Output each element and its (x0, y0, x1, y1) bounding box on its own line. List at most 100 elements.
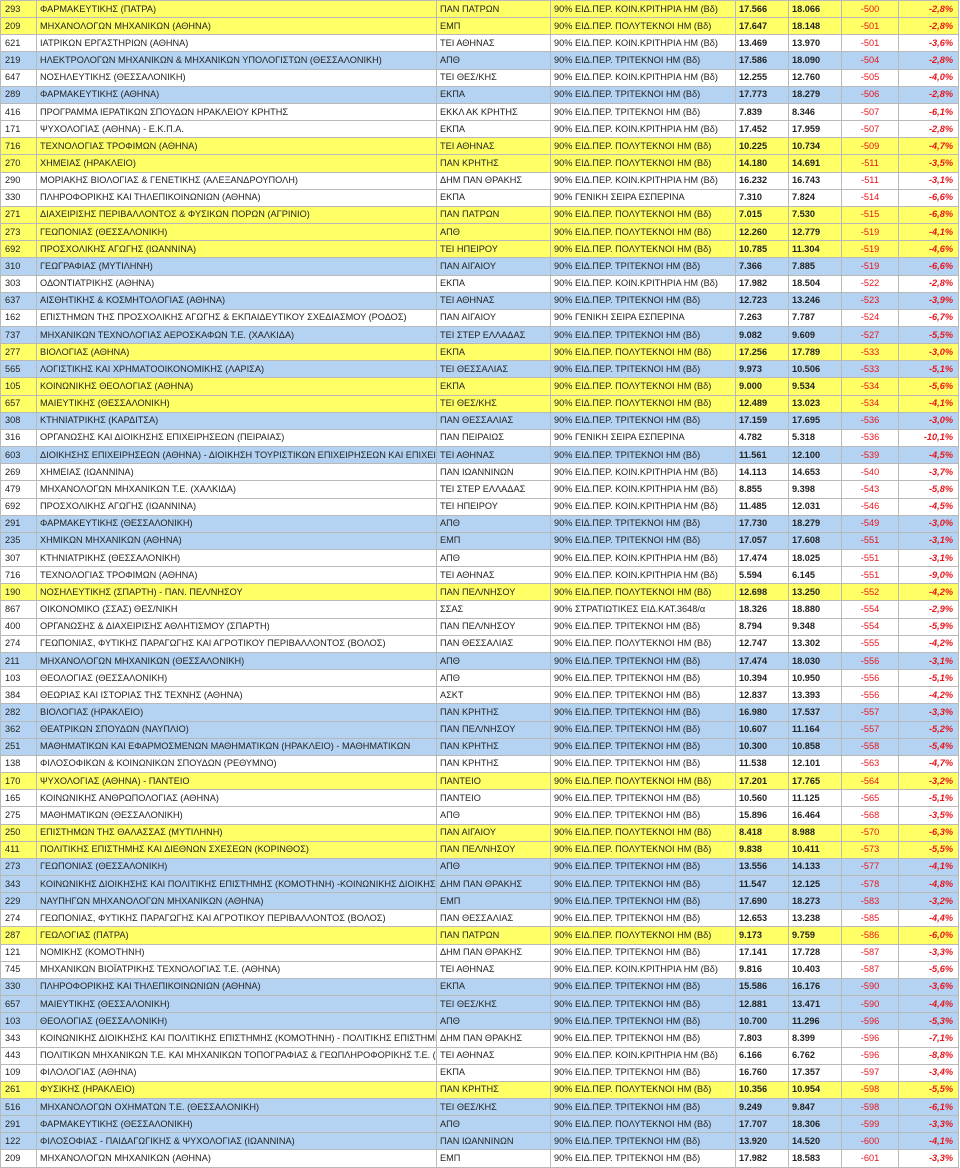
department-name-cell: ΘΕΟΛΟΓΙΑΣ (ΘΕΣΣΑΛΟΝΙΚΗ) (36, 1012, 437, 1031)
base-2015-cell: 11.561 (735, 446, 789, 465)
department-name-cell: ΠΡΟΣΧΟΛΙΚΗΣ ΑΓΩΓΗΣ (ΙΩΑΝΝΙΝΑ) (36, 497, 437, 516)
category-cell: 90% ΕΙΔ.ΠΕΡ. ΠΟΛΥΤΕΚΝΟΙ ΗΜ (Βδ) (550, 223, 736, 242)
difference-cell: -570 (841, 823, 899, 842)
institution-cell: ΠΑΝ ΑΙΓΑΙΟΥ (436, 308, 551, 327)
base-2015-cell: 11.485 (735, 497, 789, 516)
department-name-cell: ΠΛΗΡΟΦΟΡΙΚΗΣ ΚΑΙ ΤΗΛΕΠΙΚΟΙΝΩΝΙΩΝ (ΑΘΗΝΑ) (36, 188, 437, 207)
base-2014-cell: 7.824 (788, 188, 842, 207)
table-row: 165 ΚΟΙΝΩΝΙΚΗΣ ΑΝΘΡΩΠΟΛΟΓΙΑΣ (ΑΘΗΝΑ) ΠΑΝΤΕ… (0, 789, 959, 808)
base-2015-cell: 12.698 (735, 583, 789, 602)
category-cell: 90% ΕΙΔ.ΠΕΡ. ΚΟΙΝ.ΚΡΙΤΗΡΙΑ ΗΜ (Βδ) (550, 463, 736, 482)
base-2014-cell: 14.133 (788, 857, 842, 876)
base-2015-cell: 7.839 (735, 102, 789, 122)
code-cell: 745 (0, 960, 37, 979)
code-cell: 291 (0, 514, 37, 533)
table-row: 565 ΛΟΓΙΣΤΙΚΗΣ ΚΑΙ ΧΡΗΜΑΤΟΟΙΚΟΝΟΜΙΚΗΣ (ΛΑ… (0, 360, 959, 379)
category-cell: 90% ΓΕΝΙΚΗ ΣΕΙΡΑ ΕΣΠΕΡΙΝΑ (550, 308, 736, 327)
base-2014-cell: 11.125 (788, 789, 842, 808)
category-cell: 90% ΕΙΔ.ΠΕΡ. ΤΡΙΤΕΚΝΟΙ ΗΜ (Βδ) (550, 806, 736, 825)
department-name-cell: ΤΕΧΝΟΛΟΓΙΑΣ ΤΡΟΦΙΜΩΝ (ΑΘΗΝΑ) (36, 566, 437, 585)
category-cell: 90% ΕΙΔ.ΠΕΡ. ΚΟΙΝ.ΚΡΙΤΗΡΙΑ ΗΜ (Βδ) (550, 68, 736, 87)
department-name-cell: ΜΑΙΕΥΤΙΚΗΣ (ΘΕΣΣΑΛΟΝΙΚΗ) (36, 995, 437, 1014)
code-cell: 122 (0, 1132, 37, 1151)
base-2015-cell: 6.166 (735, 1046, 789, 1065)
code-cell: 330 (0, 977, 37, 997)
percent-change-cell: -6,1% (898, 1097, 959, 1117)
department-name-cell: ΦΙΛΟΛΟΓΙΑΣ (ΑΘΗΝΑ) (36, 1063, 437, 1082)
table-row: 289 ΦΑΡΜΑΚΕΥΤΙΚΗΣ (ΑΘΗΝΑ) ΕΚΠΑ 90% ΕΙΔ.ΠΕΡ.… (0, 85, 959, 104)
difference-cell: -539 (841, 446, 899, 465)
percent-change-cell: -4,4% (898, 995, 959, 1014)
difference-cell: -505 (841, 68, 899, 87)
institution-cell: ΑΠΘ (436, 514, 551, 533)
base-2014-cell: 10.858 (788, 737, 842, 756)
category-cell: 90% ΕΙΔ.ΠΕΡ. ΤΡΙΤΕΚΝΟΙ ΗΜ (Βδ) (550, 892, 736, 911)
code-cell: 308 (0, 411, 37, 430)
base-2015-cell: 17.201 (735, 772, 789, 791)
category-cell: 90% ΕΙΔ.ΠΕΡ. ΚΟΙΝ.ΚΡΙΤΗΡΙΑ ΗΜ (Βδ) (550, 34, 736, 53)
code-cell: 162 (0, 308, 37, 327)
institution-cell: ΠΑΝ ΚΡΗΤΗΣ (436, 703, 551, 722)
percent-change-cell: -2,8% (898, 120, 959, 139)
institution-cell: ΠΑΝ ΠΑΤΡΩΝ (436, 0, 551, 19)
percent-change-cell: -4,7% (898, 754, 959, 774)
base-2014-cell: 12.100 (788, 446, 842, 465)
category-cell: 90% ΕΙΔ.ΠΕΡ. ΤΡΙΤΕΚΝΟΙ ΗΜ (Βδ) (550, 1012, 736, 1031)
percent-change-cell: -3,7% (898, 463, 959, 482)
percent-change-cell: -3,6% (898, 977, 959, 997)
difference-cell: -596 (841, 1046, 899, 1065)
department-name-cell: ΓΕΩΠΟΝΙΑΣ (ΘΕΣΣΑΛΟΝΙΚΗ) (36, 857, 437, 876)
institution-cell: ΑΠΘ (436, 1115, 551, 1134)
percent-change-cell: -2,8% (898, 17, 959, 36)
base-2014-cell: 18.880 (788, 600, 842, 619)
department-name-cell: ΜΗΧΑΝΙΚΩΝ ΒΙΟΪΑΤΡΙΚΗΣ ΤΕΧΝΟΛΟΓΙΑΣ Τ.Ε. (… (36, 960, 437, 979)
institution-cell: ΕΚΠΑ (436, 1063, 551, 1082)
institution-cell: ΠΑΝ ΚΡΗΤΗΣ (436, 737, 551, 756)
table-row: 692 ΠΡΟΣΧΟΛΙΚΗΣ ΑΓΩΓΗΣ (ΙΩΑΝΝΙΝΑ) ΤΕΙ ΗΠΕΙ… (0, 497, 959, 516)
institution-cell: ΑΠΘ (436, 806, 551, 825)
base-2015-cell: 15.896 (735, 806, 789, 825)
department-name-cell: ΟΙΚΟΝΟΜΙΚΟ (ΣΣΑΣ) ΘΕΣ/ΝΙΚΗ (36, 600, 437, 619)
department-name-cell: ΧΗΜΕΙΑΣ (ΙΩΑΝΝΙΝΑ) (36, 463, 437, 482)
base-2015-cell: 9.173 (735, 926, 789, 945)
institution-cell: ΠΑΝ ΘΕΣΣΑΛΙΑΣ (436, 909, 551, 928)
table-row: 274 ΓΕΩΠΟΝΙΑΣ, ΦΥΤΙΚΗΣ ΠΑΡΑΓΩΓΗΣ ΚΑΙ ΑΓΡΟ… (0, 634, 959, 653)
code-cell: 443 (0, 1046, 37, 1065)
table-row: 745 ΜΗΧΑΝΙΚΩΝ ΒΙΟΪΑΤΡΙΚΗΣ ΤΕΧΝΟΛΟΓΙΑΣ Τ.Ε… (0, 960, 959, 979)
base-2015-cell: 17.566 (735, 0, 789, 19)
category-cell: 90% ΕΙΔ.ΠΕΡ. ΠΟΛΥΤΕΚΝΟΙ ΗΜ (Βδ) (550, 583, 736, 602)
code-cell: 603 (0, 446, 37, 465)
difference-cell: -568 (841, 806, 899, 825)
percent-change-cell: -3,5% (898, 154, 959, 173)
department-name-cell: ΚΤΗΝΙΑΤΡΙΚΗΣ (ΘΕΣΣΑΛΟΝΙΚΗ) (36, 548, 437, 568)
department-name-cell: ΓΕΩΠΟΝΙΑΣ, ΦΥΤΙΚΗΣ ΠΑΡΑΓΩΓΗΣ ΚΑΙ ΑΓΡΟΤΙΚ… (36, 909, 437, 928)
percent-change-cell: -3,1% (898, 651, 959, 671)
category-cell: 90% ΕΙΔ.ΠΕΡ. ΤΡΙΤΕΚΝΟΙ ΗΜ (Βδ) (550, 789, 736, 808)
category-cell: 90% ΕΙΔ.ΠΕΡ. ΠΟΛΥΤΕΚΝΟΙ ΗΜ (Βδ) (550, 823, 736, 842)
base-2014-cell: 6.762 (788, 1046, 842, 1065)
institution-cell: ΕΚΠΑ (436, 274, 551, 293)
base-2015-cell: 14.113 (735, 463, 789, 482)
code-cell: 170 (0, 772, 37, 791)
base-2015-cell: 17.159 (735, 411, 789, 430)
code-cell: 235 (0, 531, 37, 551)
category-cell: 90% ΕΙΔ.ΠΕΡ. ΠΟΛΥΤΕΚΝΟΙ ΗΜ (Βδ) (550, 240, 736, 259)
base-2014-cell: 18.583 (788, 1149, 842, 1168)
code-cell: 716 (0, 137, 37, 156)
code-cell: 274 (0, 634, 37, 653)
institution-cell: ΠΑΝΤΕΙΟ (436, 772, 551, 791)
percent-change-cell: -3,4% (898, 1063, 959, 1082)
difference-cell: -515 (841, 205, 899, 225)
table-row: 307 ΚΤΗΝΙΑΤΡΙΚΗΣ (ΘΕΣΣΑΛΟΝΙΚΗ) ΑΠΘ 90% ΕΙΔ.… (0, 548, 959, 568)
difference-cell: -500 (841, 0, 899, 19)
department-name-cell: ΔΙΑΧΕΙΡΙΣΗΣ ΠΕΡΙΒΑΛΛΟΝΤΟΣ & ΦΥΣΙΚΩΝ ΠΟΡΩ… (36, 205, 437, 225)
percent-change-cell: -4,5% (898, 446, 959, 465)
percent-change-cell: -4,8% (898, 874, 959, 894)
difference-cell: -557 (841, 720, 899, 739)
code-cell: 289 (0, 85, 37, 104)
base-2014-cell: 10.411 (788, 840, 842, 859)
base-2014-cell: 12.125 (788, 874, 842, 894)
department-name-cell: ΚΟΙΝΩΝΙΚΗΣ ΑΝΘΡΩΠΟΛΟΓΙΑΣ (ΑΘΗΝΑ) (36, 789, 437, 808)
table-row: 211 ΜΗΧΑΝΟΛΟΓΩΝ ΜΗΧΑΝΙΚΩΝ (ΘΕΣΣΑΛΟΝΙΚΗ) ΑΠ… (0, 651, 959, 671)
category-cell: 90% ΕΙΔ.ΠΕΡ. ΤΡΙΤΕΚΝΟΙ ΗΜ (Βδ) (550, 857, 736, 876)
